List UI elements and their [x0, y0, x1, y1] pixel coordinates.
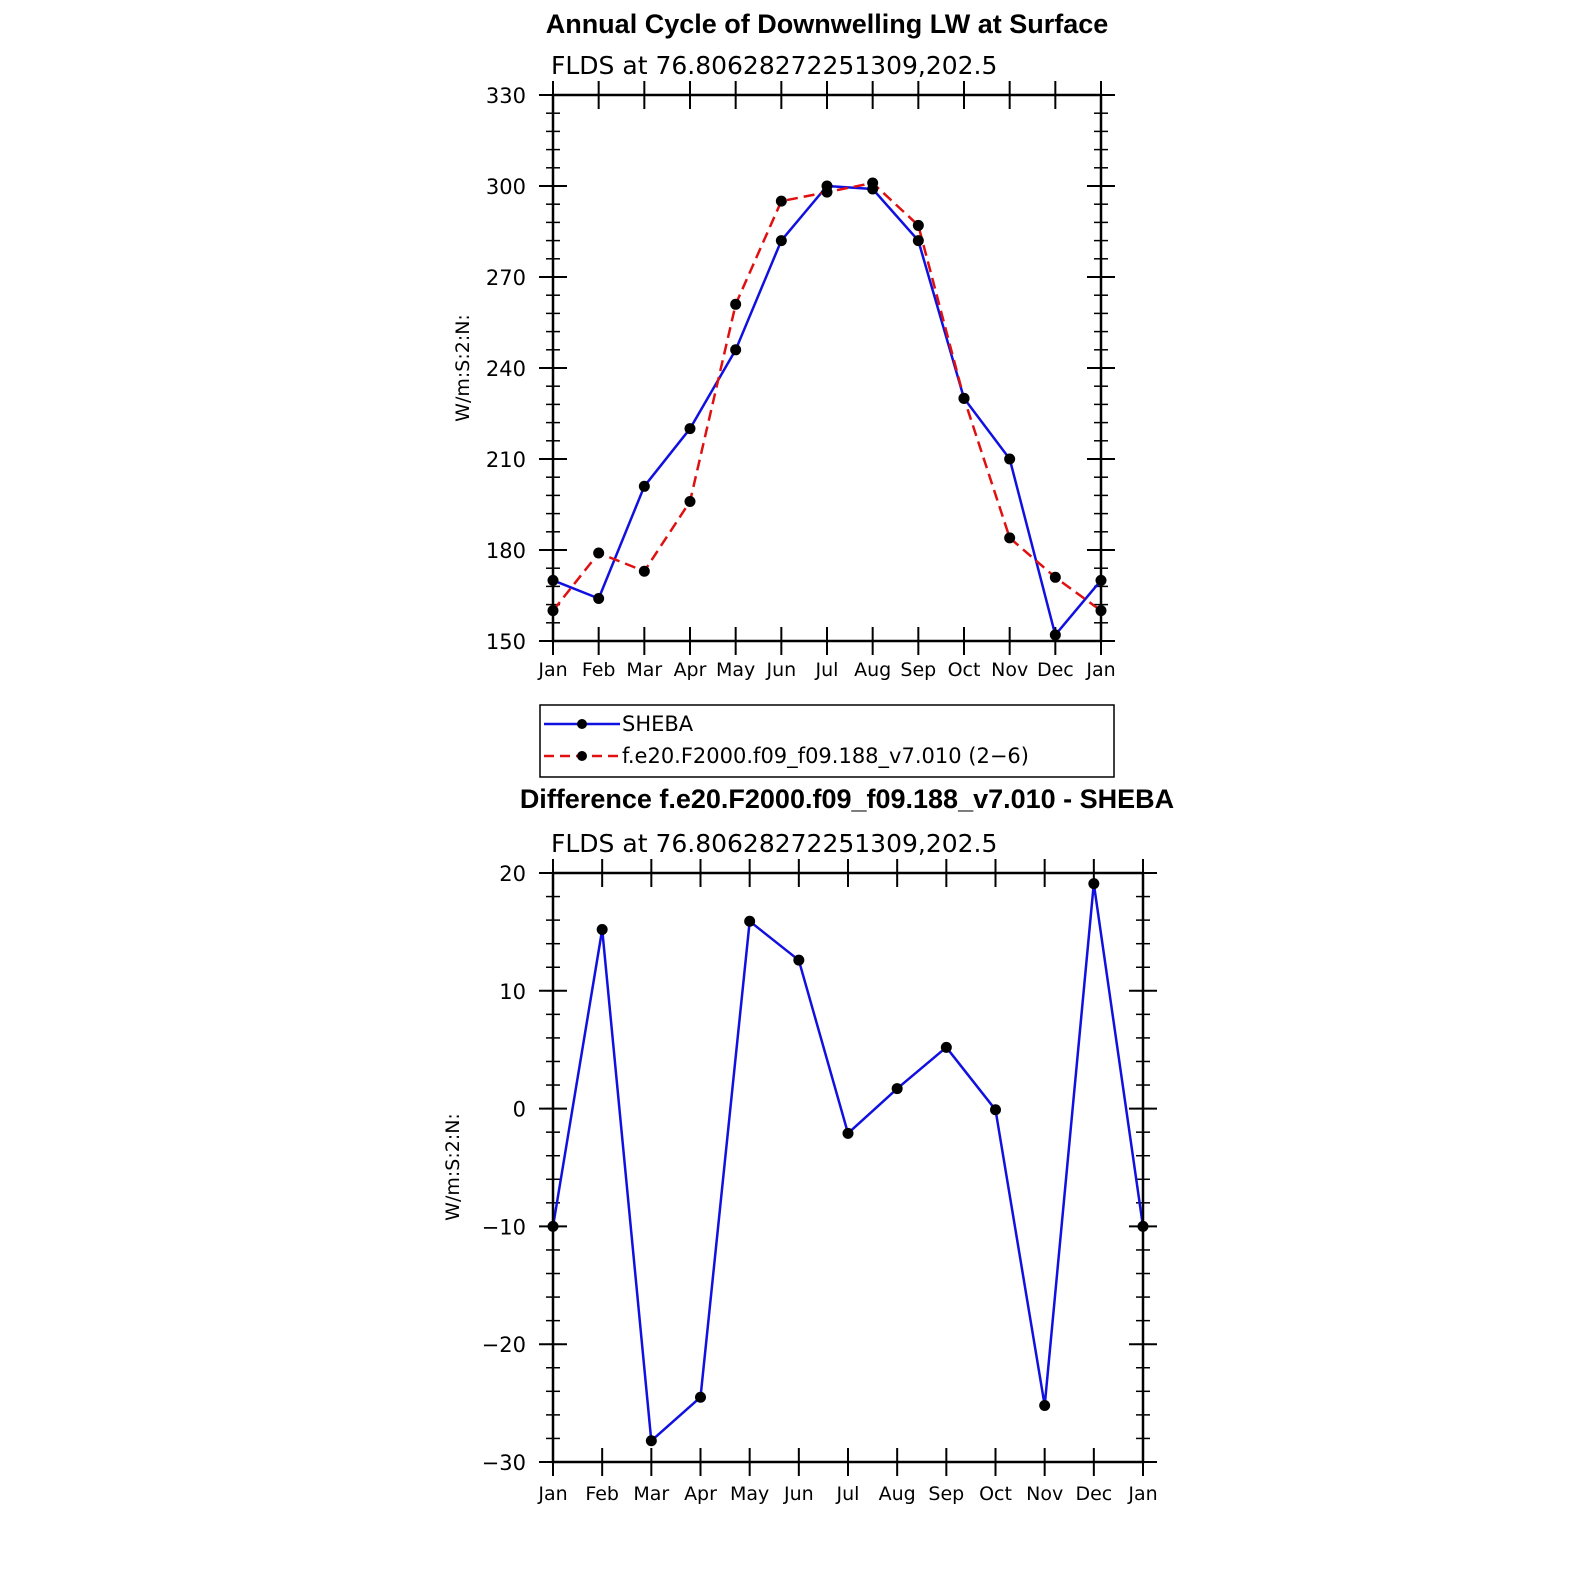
y-tick-label: 330 — [486, 84, 526, 108]
chart1-subtitle: FLDS at 76.80628272251309,202.5 — [551, 51, 997, 80]
x-tick-label: Nov — [991, 659, 1028, 681]
series-0-point — [596, 924, 608, 936]
series-1-point — [1049, 571, 1061, 583]
series-0-point — [990, 1104, 1001, 1116]
x-tick-label: Jul — [836, 1483, 860, 1505]
difference-chart: Difference f.e20.F2000.f09_f09.188_v7.01… — [442, 784, 1174, 1505]
series-1-point — [593, 547, 605, 559]
x-tick-label: May — [730, 1483, 769, 1505]
series-1-point — [775, 195, 787, 207]
series-0-point — [1039, 1399, 1051, 1411]
chart1-plot-frame — [551, 93, 1103, 643]
x-tick-label: Jun — [765, 659, 796, 681]
chart2-y-axis-label: W/m:S:2:N: — [442, 1113, 464, 1221]
legend-label-sheba: SHEBA — [622, 712, 694, 736]
series-0-point — [645, 1435, 657, 1447]
legend-label-model: f.e20.F2000.f09_f09.188_v7.010 (2−6) — [622, 744, 1029, 769]
series-1-point — [730, 298, 742, 310]
chart1-title: Annual Cycle of Downwelling LW at Surfac… — [546, 9, 1109, 39]
series-0-point — [638, 480, 650, 492]
x-tick-label: Jan — [537, 659, 567, 681]
series-1-point — [958, 392, 970, 404]
y-tick-label: 0 — [513, 1098, 526, 1122]
series-1-point — [684, 495, 696, 507]
x-tick-label: Jan — [1127, 1483, 1157, 1505]
legend-marker-sheba — [577, 719, 587, 729]
series-0-point — [1049, 629, 1061, 641]
series-0-point — [1088, 878, 1100, 890]
y-tick-label: 20 — [499, 862, 526, 886]
series-1-point — [1004, 532, 1016, 544]
x-tick-label: Jul — [815, 659, 839, 681]
y-tick-label: 10 — [499, 980, 526, 1004]
x-tick-label: Nov — [1026, 1483, 1063, 1505]
series-0-point — [912, 235, 924, 247]
series-0-point — [684, 423, 696, 435]
series-0-point — [1004, 453, 1016, 465]
x-tick-label: Feb — [585, 1483, 619, 1505]
chart2-subtitle: FLDS at 76.80628272251309,202.5 — [551, 829, 997, 858]
legend-box — [539, 704, 1115, 778]
x-tick-label: Oct — [948, 659, 981, 681]
series-0-point — [891, 1083, 903, 1095]
chart1-y-axis-label: W/m:S:2:N: — [452, 314, 474, 422]
annual-cycle-chart: Annual Cycle of Downwelling LW at Surfac… — [452, 9, 1116, 778]
legend-marker-model — [577, 751, 587, 761]
chart1-legend: SHEBA f.e20.F2000.f09_f09.188_v7.010 (2−… — [539, 704, 1115, 778]
series-1-point — [867, 177, 879, 189]
x-tick-label: Sep — [900, 659, 936, 681]
x-tick-label: Apr — [684, 1483, 717, 1505]
y-tick-label: 270 — [486, 266, 526, 290]
y-tick-label: 180 — [486, 539, 526, 563]
chart2-title: Difference f.e20.F2000.f09_f09.188_v7.01… — [520, 784, 1174, 814]
y-tick-label: 150 — [486, 630, 526, 654]
x-tick-label: Feb — [582, 659, 616, 681]
series-1-point — [638, 565, 650, 577]
y-tick-label: −20 — [482, 1333, 526, 1357]
chart2-plot-frame — [551, 871, 1145, 1464]
x-tick-label: Apr — [674, 659, 707, 681]
series-0-point — [940, 1041, 952, 1053]
series-0-point — [593, 593, 605, 605]
x-tick-label: Aug — [879, 1483, 916, 1505]
x-tick-label: Aug — [854, 659, 891, 681]
x-tick-label: Mar — [626, 659, 662, 681]
series-0-point — [744, 915, 756, 927]
y-tick-label: −10 — [482, 1215, 526, 1239]
x-tick-label: May — [716, 659, 755, 681]
y-tick-label: 240 — [486, 357, 526, 381]
series-0-point — [695, 1391, 706, 1403]
series-0-point — [842, 1127, 854, 1139]
x-tick-label: Mar — [633, 1483, 669, 1505]
y-tick-label: −30 — [482, 1451, 526, 1475]
legend-item-model: f.e20.F2000.f09_f09.188_v7.010 (2−6) — [544, 744, 1029, 769]
x-tick-label: Jan — [1085, 659, 1115, 681]
series-0-point — [793, 954, 805, 966]
x-tick-label: Oct — [979, 1483, 1012, 1505]
x-tick-label: Jan — [537, 1483, 567, 1505]
legend-item-sheba: SHEBA — [544, 712, 694, 736]
series-0-point — [775, 235, 787, 247]
x-tick-label: Dec — [1037, 659, 1074, 681]
y-tick-label: 300 — [486, 175, 526, 199]
x-tick-label: Sep — [928, 1483, 964, 1505]
series-1-point — [912, 219, 924, 231]
y-tick-label: 210 — [486, 448, 526, 472]
series-line-0 — [551, 882, 1145, 1443]
series-line-1 — [552, 181, 1102, 612]
x-tick-label: Dec — [1075, 1483, 1112, 1505]
x-tick-label: Jun — [783, 1483, 814, 1505]
series-1-point — [821, 186, 833, 198]
series-0-point — [730, 344, 742, 356]
